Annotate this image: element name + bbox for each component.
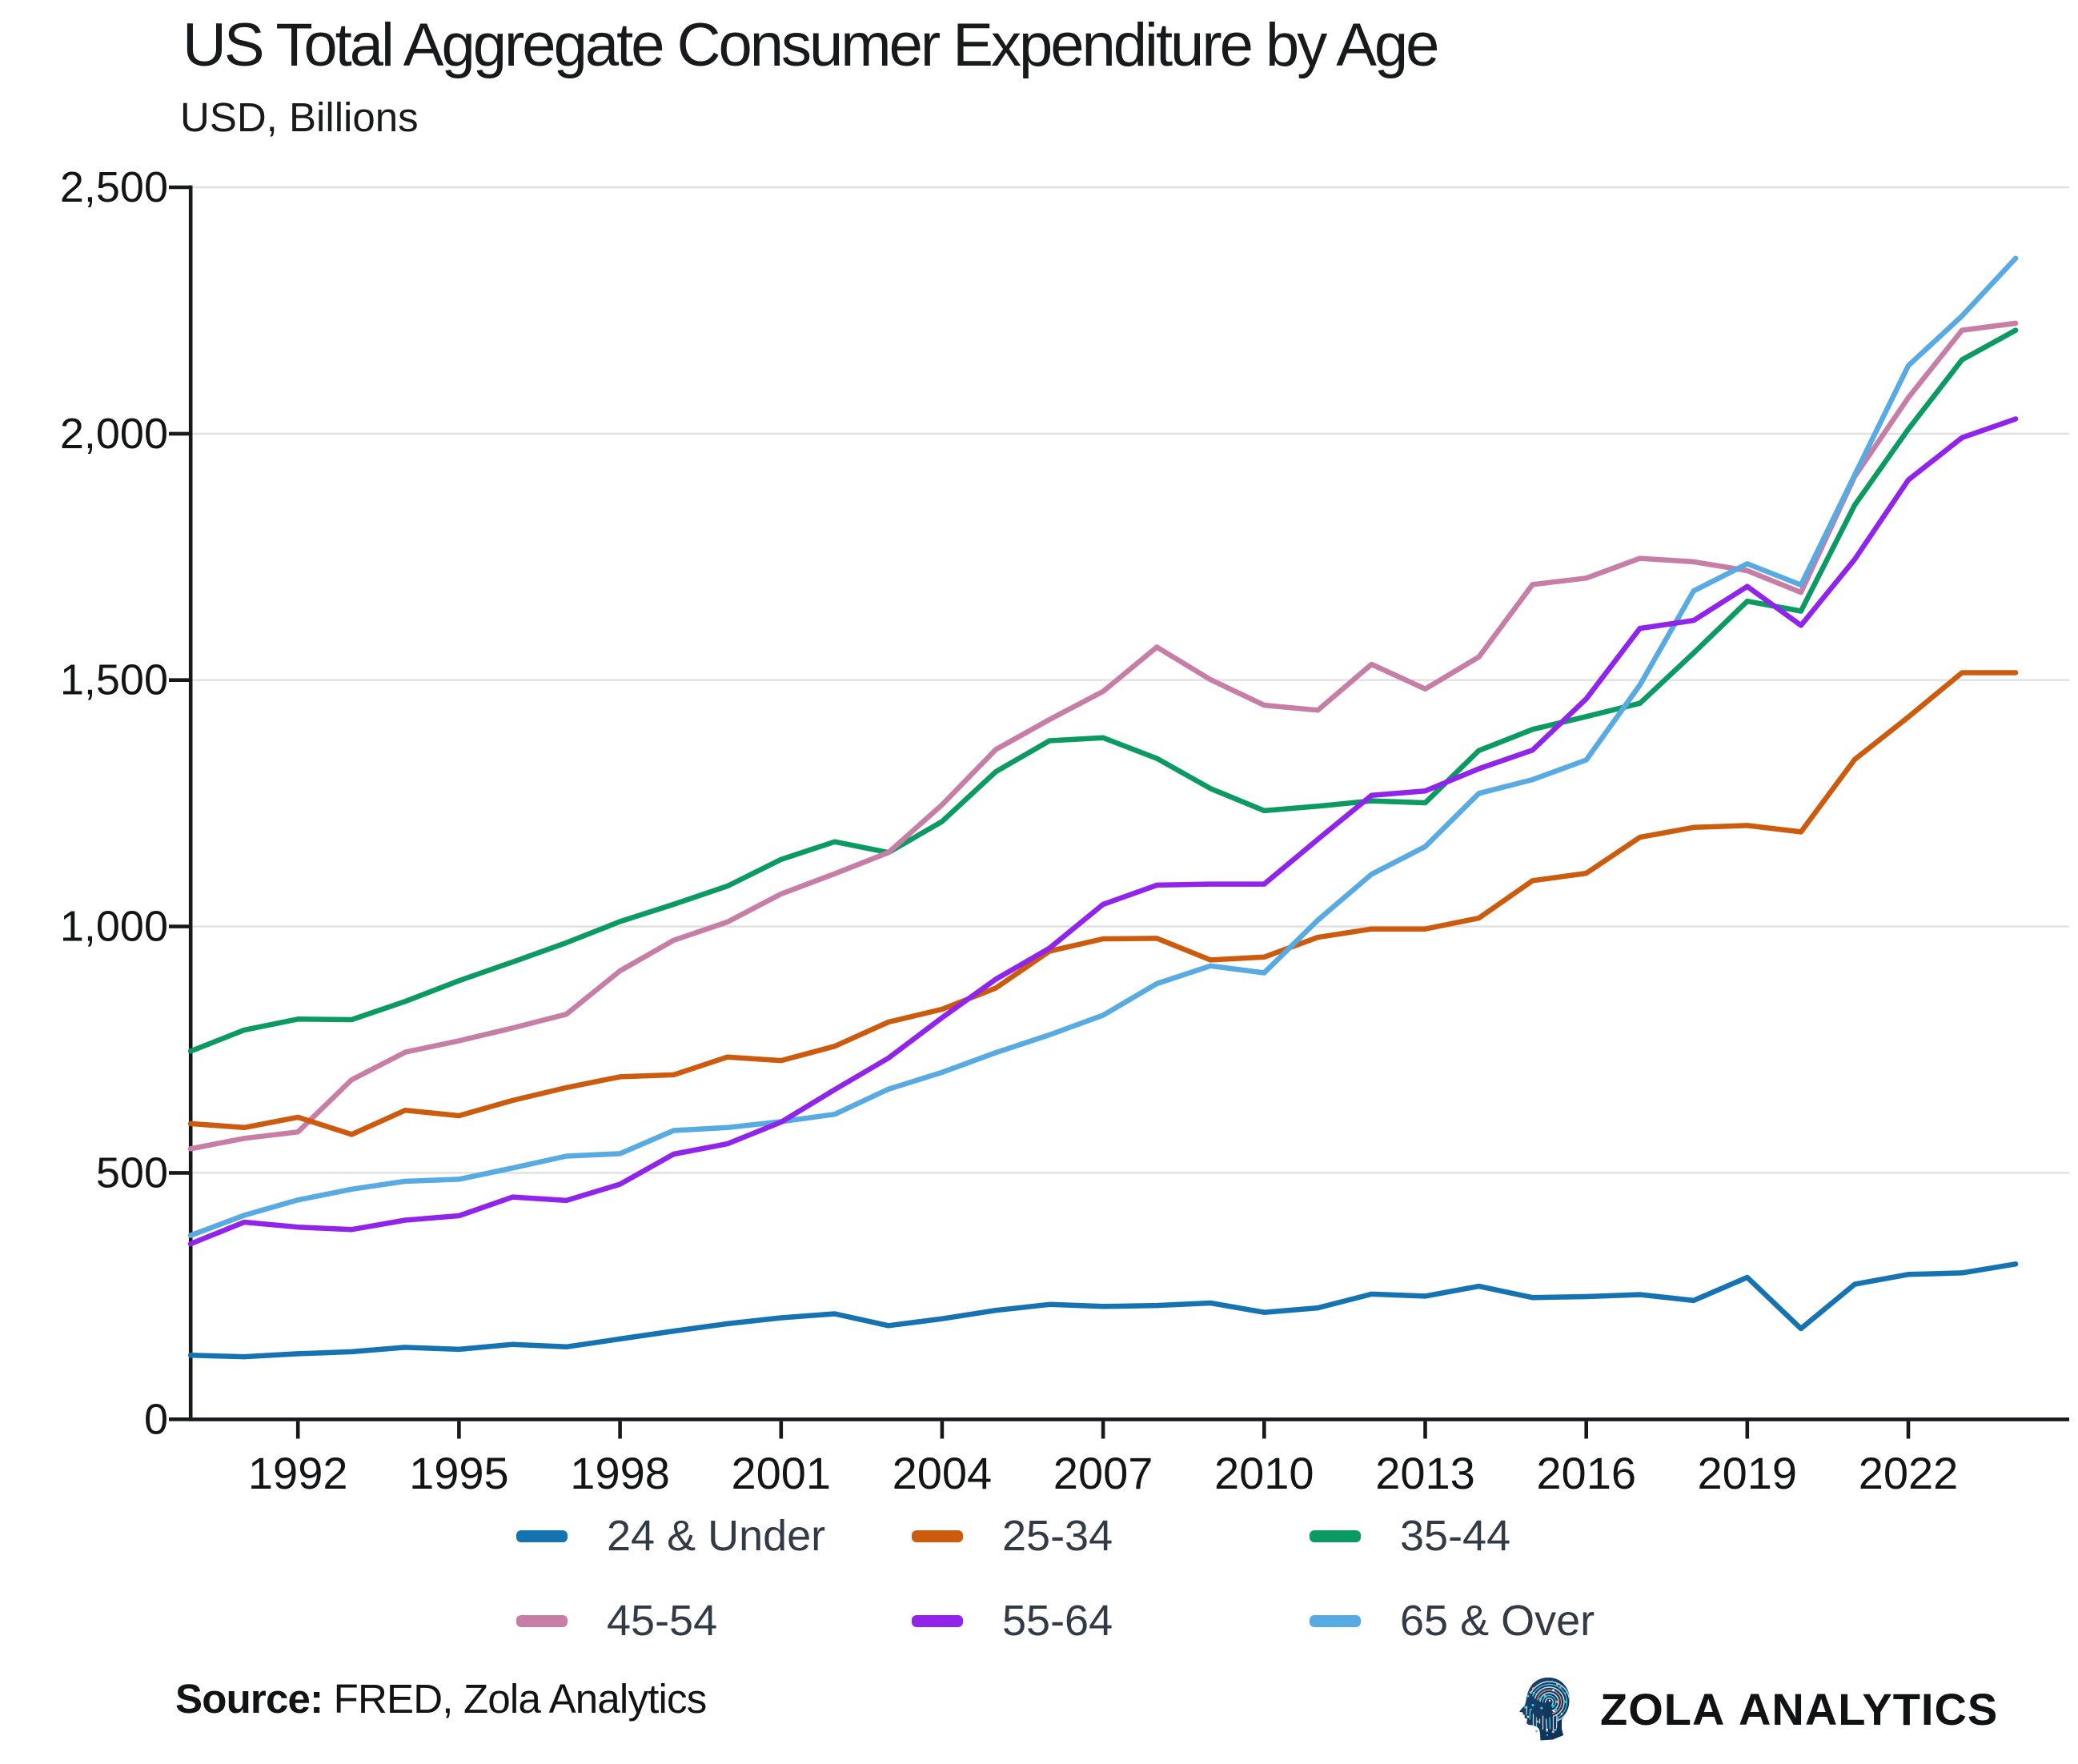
svg-text:2007: 2007 xyxy=(1053,1448,1153,1498)
svg-text:2010: 2010 xyxy=(1214,1448,1314,1498)
svg-text:2019: 2019 xyxy=(1698,1448,1798,1498)
svg-text:1,000: 1,000 xyxy=(60,903,168,951)
svg-text:2,500: 2,500 xyxy=(60,163,168,211)
svg-text:1995: 1995 xyxy=(409,1448,509,1498)
svg-text:2,000: 2,000 xyxy=(60,410,168,458)
svg-text:1,500: 1,500 xyxy=(60,656,168,704)
svg-text:2022: 2022 xyxy=(1859,1448,1959,1498)
svg-text:500: 500 xyxy=(96,1149,168,1197)
svg-text:0: 0 xyxy=(144,1395,168,1443)
svg-text:1998: 1998 xyxy=(570,1448,670,1498)
svg-text:2001: 2001 xyxy=(732,1448,832,1498)
svg-text:1992: 1992 xyxy=(248,1448,348,1498)
svg-text:2004: 2004 xyxy=(893,1448,993,1498)
svg-text:2013: 2013 xyxy=(1375,1448,1475,1498)
svg-text:2016: 2016 xyxy=(1536,1448,1636,1498)
